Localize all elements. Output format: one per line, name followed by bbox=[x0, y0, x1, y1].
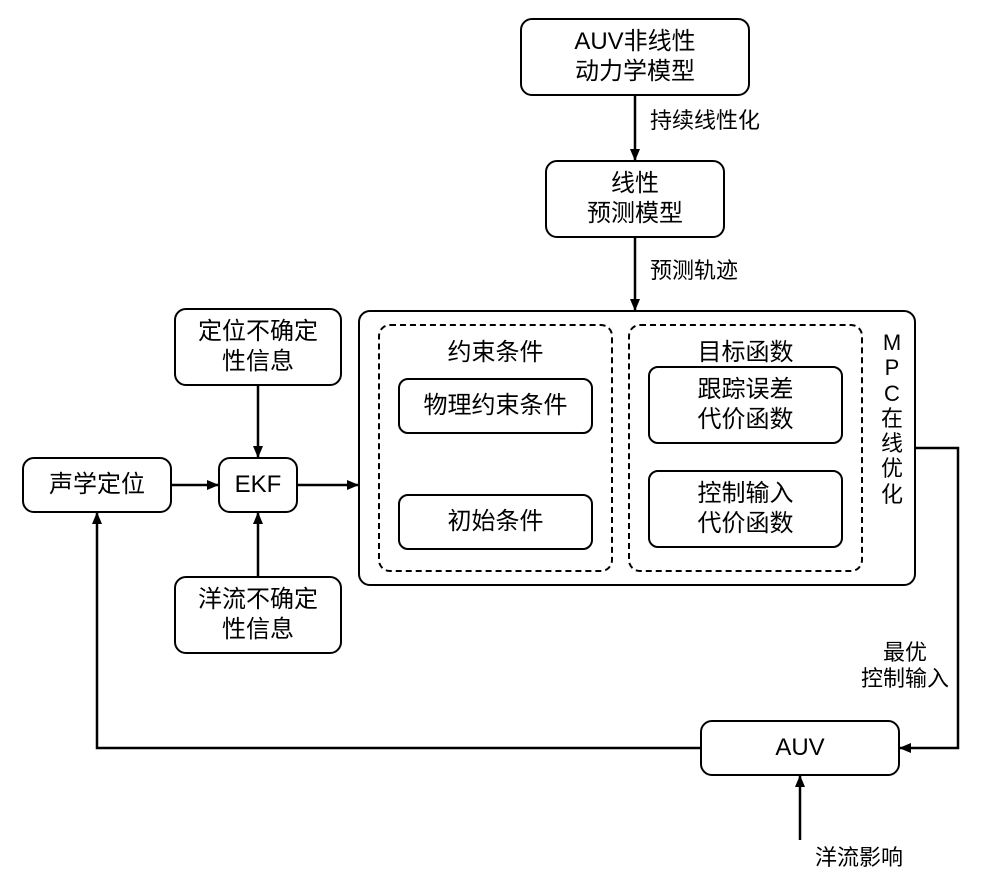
node-localization-uncertainty: 定位不确定 性信息 bbox=[174, 308, 342, 386]
node-auv-nonlinear-model: AUV非线性 动力学模型 bbox=[520, 18, 750, 96]
vlabel-char: P bbox=[885, 355, 900, 380]
group-title-text: 约束条件 bbox=[448, 339, 544, 366]
node-physical-constraints: 物理约束条件 bbox=[398, 378, 593, 434]
vlabel-char: 在 bbox=[881, 406, 903, 431]
group-objective-title: 目标函数 bbox=[628, 332, 863, 367]
node-text: 物理约束条件 bbox=[424, 391, 568, 421]
vlabel-char: 线 bbox=[881, 431, 903, 456]
vlabel-char: C bbox=[884, 381, 900, 406]
node-text: 代价函数 bbox=[698, 510, 794, 537]
node-text: 性信息 bbox=[222, 348, 294, 375]
group-title-text: 目标函数 bbox=[698, 339, 794, 366]
edge-label-optimal-control: 最优 控制输入 bbox=[855, 640, 955, 693]
node-text: 性信息 bbox=[222, 616, 294, 643]
edge-label-text: 预测轨迹 bbox=[650, 258, 738, 283]
node-text: 跟踪误差 bbox=[698, 376, 794, 403]
node-text: 代价函数 bbox=[698, 406, 794, 433]
node-current-uncertainty: 洋流不确定 性信息 bbox=[174, 576, 342, 654]
node-ekf: EKF bbox=[218, 457, 298, 513]
group-constraints-title: 约束条件 bbox=[378, 332, 613, 367]
node-text: 预测模型 bbox=[587, 200, 683, 227]
node-control-input-cost: 控制输入 代价函数 bbox=[648, 470, 843, 548]
node-text: AUV非线性 bbox=[574, 28, 695, 55]
node-tracking-error-cost: 跟踪误差 代价函数 bbox=[648, 366, 843, 444]
vlabel-char: 优 bbox=[881, 456, 903, 481]
node-auv: AUV bbox=[700, 720, 900, 776]
node-text: 洋流不确定 bbox=[198, 586, 318, 613]
vlabel-char: M bbox=[883, 330, 901, 355]
node-acoustic-localization: 声学定位 bbox=[22, 457, 172, 513]
edge-label-predict-trajectory: 预测轨迹 bbox=[650, 258, 738, 284]
node-text: EKF bbox=[235, 470, 282, 500]
edge-label-linearize: 持续线性化 bbox=[650, 108, 760, 134]
node-text: 声学定位 bbox=[49, 470, 145, 500]
node-linear-prediction-model: 线性 预测模型 bbox=[545, 160, 725, 238]
edge-label-text: 最优 bbox=[883, 640, 927, 665]
node-text: 动力学模型 bbox=[575, 58, 695, 85]
node-text: 初始条件 bbox=[448, 507, 544, 537]
node-initial-conditions: 初始条件 bbox=[398, 494, 593, 550]
edge-label-text: 控制输入 bbox=[861, 666, 949, 691]
node-text: AUV bbox=[775, 733, 824, 763]
edge-label-text: 洋流影响 bbox=[815, 845, 903, 870]
vlabel-char: 化 bbox=[881, 482, 903, 507]
node-text: 控制输入 bbox=[698, 480, 794, 507]
mpc-side-label: M P C 在 线 优 化 bbox=[872, 330, 912, 507]
diagram-canvas: AUV非线性 动力学模型 线性 预测模型 约束条件 物理约束条件 初始条件 目标… bbox=[0, 0, 1000, 895]
node-text: 定位不确定 bbox=[198, 318, 318, 345]
edge-label-text: 持续线性化 bbox=[650, 108, 760, 133]
node-text: 线性 bbox=[611, 170, 659, 197]
edge-label-ocean-current: 洋流影响 bbox=[815, 845, 903, 871]
